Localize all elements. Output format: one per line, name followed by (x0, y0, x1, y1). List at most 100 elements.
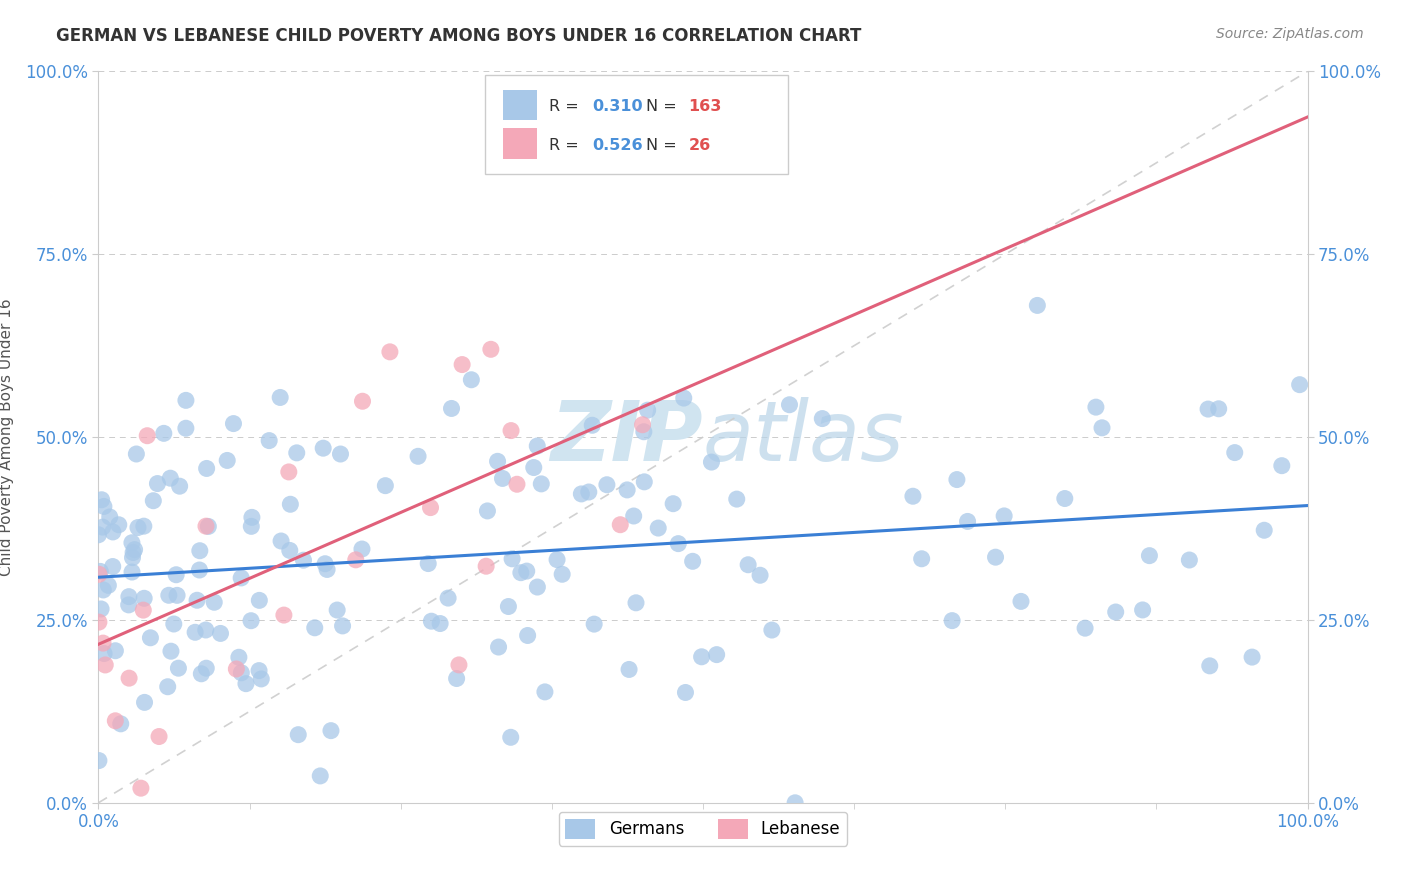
Point (209, 626, 232, 640)
Point (1132, 603, 1154, 617)
Point (129, 781, 152, 796)
Point (501, 551, 523, 566)
Point (91, 582, 114, 597)
Point (1241, 650, 1264, 665)
Text: 26: 26 (689, 137, 711, 153)
Point (581, 418, 603, 433)
Point (280, 497, 302, 511)
Point (984, 550, 1007, 565)
Point (118, 671, 141, 685)
Point (1208, 401, 1230, 416)
Point (418, 557, 440, 571)
Point (1223, 445, 1246, 459)
Point (87, 567, 110, 582)
Point (662, 497, 685, 511)
Point (956, 515, 979, 529)
Point (993, 508, 1015, 523)
Point (633, 475, 655, 489)
Point (160, 644, 183, 658)
Point (460, 373, 482, 387)
Point (647, 521, 669, 535)
Point (174, 421, 197, 435)
Point (269, 391, 291, 405)
Point (93, 647, 115, 661)
Point (194, 519, 217, 533)
Point (118, 590, 141, 604)
Point (749, 568, 772, 582)
Point (911, 551, 934, 566)
Point (153, 426, 176, 441)
Legend: Germans, Lebanese: Germans, Lebanese (558, 812, 848, 846)
Point (93, 500, 115, 514)
Point (247, 593, 270, 607)
Point (156, 680, 179, 694)
Point (240, 519, 263, 533)
Text: 0.526: 0.526 (592, 137, 643, 153)
Point (184, 625, 207, 640)
Point (101, 524, 124, 539)
Point (273, 608, 295, 623)
Point (217, 453, 239, 467)
Point (194, 623, 217, 637)
Point (420, 614, 443, 628)
Point (1139, 549, 1161, 563)
Point (134, 591, 156, 606)
Point (901, 489, 924, 503)
Point (700, 455, 723, 469)
Point (1084, 400, 1107, 414)
Point (451, 358, 474, 372)
Point (631, 417, 654, 432)
Point (174, 393, 197, 408)
Point (202, 595, 225, 609)
Point (406, 450, 429, 464)
Text: R =: R = (550, 137, 585, 153)
Point (97, 578, 120, 592)
Point (499, 731, 522, 745)
Point (231, 665, 253, 680)
Point (785, 796, 807, 810)
Point (121, 550, 143, 565)
Text: 0.310: 0.310 (592, 99, 643, 114)
Point (690, 649, 713, 664)
Point (139, 631, 162, 645)
Point (157, 588, 180, 602)
Point (475, 559, 498, 574)
Point (1091, 421, 1114, 435)
Point (222, 417, 245, 431)
Point (617, 663, 640, 677)
Point (309, 769, 332, 783)
Point (312, 441, 335, 455)
Point (378, 344, 401, 359)
Point (188, 543, 211, 558)
Point (1197, 402, 1219, 417)
Point (672, 391, 695, 405)
Point (609, 517, 631, 532)
Point (132, 519, 155, 533)
Point (1198, 658, 1220, 673)
Point (110, 716, 132, 731)
Point (509, 566, 531, 580)
Point (127, 520, 149, 534)
Point (477, 504, 499, 518)
Point (90, 602, 112, 616)
Point (779, 398, 801, 412)
Point (419, 500, 441, 515)
Point (1178, 553, 1201, 567)
Point (486, 454, 509, 468)
Point (163, 617, 186, 632)
Point (941, 614, 963, 628)
Point (104, 644, 127, 658)
Point (292, 553, 315, 567)
Text: atlas: atlas (703, 397, 904, 477)
Point (332, 619, 354, 633)
Point (101, 559, 124, 574)
Point (437, 591, 460, 605)
Point (278, 543, 301, 558)
Point (374, 478, 396, 492)
Point (124, 542, 146, 557)
Point (516, 628, 538, 642)
Point (148, 730, 170, 744)
Point (350, 542, 373, 557)
Point (1010, 594, 1032, 608)
Point (91, 520, 114, 534)
